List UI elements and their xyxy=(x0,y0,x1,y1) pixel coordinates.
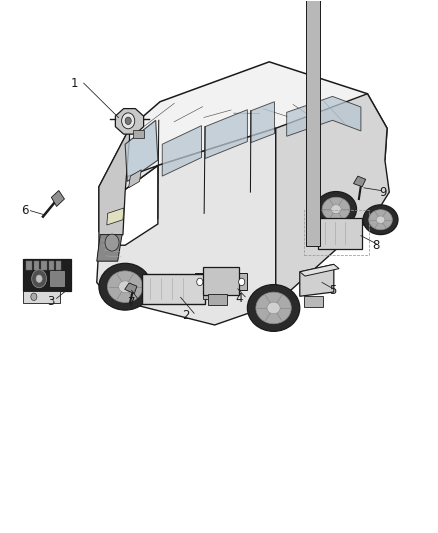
Text: 2: 2 xyxy=(183,309,190,322)
FancyBboxPatch shape xyxy=(23,291,60,303)
Ellipse shape xyxy=(107,271,143,303)
Polygon shape xyxy=(125,283,137,294)
Ellipse shape xyxy=(322,197,350,221)
FancyBboxPatch shape xyxy=(142,274,205,304)
Ellipse shape xyxy=(315,191,357,227)
Polygon shape xyxy=(162,126,201,176)
Ellipse shape xyxy=(119,281,132,293)
FancyBboxPatch shape xyxy=(203,266,239,295)
FancyBboxPatch shape xyxy=(318,217,362,249)
Ellipse shape xyxy=(369,209,392,230)
FancyBboxPatch shape xyxy=(26,261,32,270)
FancyBboxPatch shape xyxy=(194,273,205,290)
Polygon shape xyxy=(97,128,276,325)
Ellipse shape xyxy=(256,292,291,324)
FancyBboxPatch shape xyxy=(56,261,61,270)
Circle shape xyxy=(32,270,46,288)
Circle shape xyxy=(197,278,203,286)
Polygon shape xyxy=(129,169,141,188)
Circle shape xyxy=(122,113,135,129)
Circle shape xyxy=(125,117,131,125)
Polygon shape xyxy=(99,62,387,232)
Text: 1: 1 xyxy=(71,77,79,90)
Text: 8: 8 xyxy=(372,239,380,252)
Circle shape xyxy=(31,293,37,301)
FancyBboxPatch shape xyxy=(23,259,71,291)
Polygon shape xyxy=(276,94,389,304)
Ellipse shape xyxy=(247,285,300,332)
FancyBboxPatch shape xyxy=(208,294,227,305)
Circle shape xyxy=(36,275,42,282)
Text: 7: 7 xyxy=(128,296,135,309)
Polygon shape xyxy=(125,120,158,181)
Ellipse shape xyxy=(363,205,398,235)
Ellipse shape xyxy=(376,216,385,223)
FancyBboxPatch shape xyxy=(41,261,46,270)
Polygon shape xyxy=(205,110,247,159)
FancyBboxPatch shape xyxy=(304,296,323,308)
Circle shape xyxy=(105,234,119,251)
Polygon shape xyxy=(353,176,366,187)
Ellipse shape xyxy=(331,205,341,214)
Text: 5: 5 xyxy=(329,284,336,297)
Ellipse shape xyxy=(99,263,151,310)
Text: 9: 9 xyxy=(379,185,386,199)
Polygon shape xyxy=(287,96,361,136)
Polygon shape xyxy=(300,264,339,276)
FancyBboxPatch shape xyxy=(49,261,54,270)
Text: 4: 4 xyxy=(235,292,242,305)
FancyBboxPatch shape xyxy=(237,273,247,290)
FancyBboxPatch shape xyxy=(134,130,144,138)
Polygon shape xyxy=(107,208,124,225)
Polygon shape xyxy=(99,128,130,245)
Text: 3: 3 xyxy=(47,295,55,308)
Polygon shape xyxy=(115,109,144,134)
FancyBboxPatch shape xyxy=(50,271,64,286)
Ellipse shape xyxy=(267,302,280,314)
Polygon shape xyxy=(97,235,122,261)
FancyBboxPatch shape xyxy=(203,279,214,299)
Polygon shape xyxy=(51,190,64,206)
Text: 6: 6 xyxy=(21,204,28,217)
Polygon shape xyxy=(300,264,334,296)
FancyBboxPatch shape xyxy=(34,261,39,270)
Polygon shape xyxy=(251,102,275,143)
Circle shape xyxy=(239,278,245,286)
FancyBboxPatch shape xyxy=(306,0,320,246)
